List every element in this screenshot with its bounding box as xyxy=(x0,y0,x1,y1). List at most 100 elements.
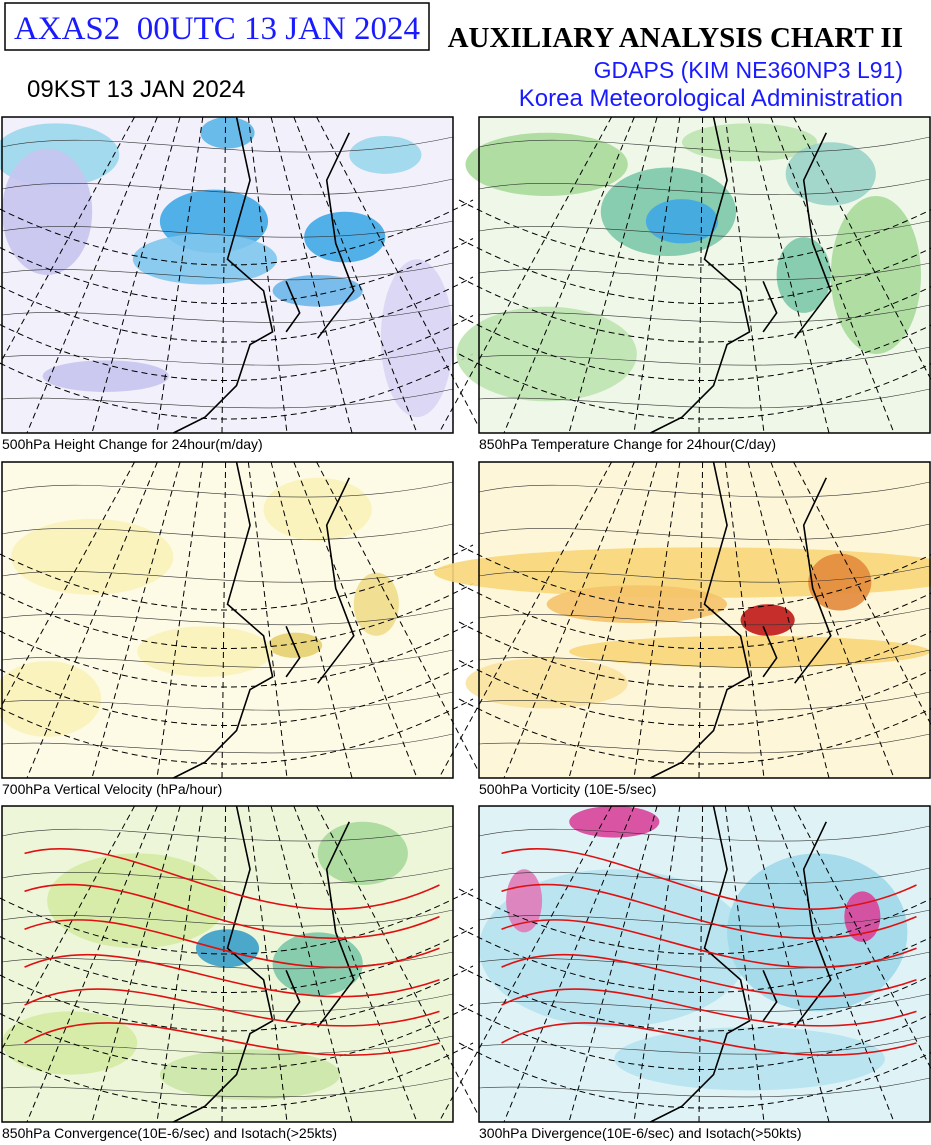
coastline xyxy=(650,461,832,779)
latitude-line xyxy=(0,583,474,649)
shaded-area xyxy=(304,211,386,263)
contour xyxy=(478,481,931,498)
latitude-line xyxy=(458,1004,931,1070)
chart-title: AUXILIARY ANALYSIS CHART II xyxy=(448,22,903,54)
longitude-line xyxy=(91,116,181,434)
isotach xyxy=(24,919,440,969)
latitude-line xyxy=(0,698,474,765)
product-box xyxy=(4,2,430,51)
longitude-line xyxy=(293,461,418,779)
shaded-area xyxy=(785,142,876,206)
latitude-line xyxy=(458,1042,931,1109)
shaded-area xyxy=(42,360,169,392)
latitude-line xyxy=(458,698,931,765)
contour xyxy=(478,346,931,366)
latitude-line xyxy=(458,888,931,955)
latitude-line xyxy=(0,1042,474,1109)
latitude-line xyxy=(458,199,931,266)
isotach xyxy=(501,848,917,911)
longitude-line xyxy=(156,116,204,434)
isotach xyxy=(501,953,917,998)
contour xyxy=(1,388,454,409)
contour xyxy=(478,220,931,238)
longitude-line xyxy=(221,116,227,434)
shaded-area xyxy=(159,1049,341,1100)
shaded-area xyxy=(0,661,102,737)
latitude-line xyxy=(458,965,931,1032)
contour xyxy=(1,523,454,540)
shaded-area xyxy=(380,259,454,418)
panel-caption: 850hPa Temperature Change for 24hour(C/d… xyxy=(479,436,776,452)
latitude-line xyxy=(458,276,931,343)
contour xyxy=(1,691,454,711)
longitude-line xyxy=(724,461,765,779)
isotach xyxy=(501,883,917,940)
contour xyxy=(1,346,454,366)
agency-name: Korea Meteorological Administration xyxy=(519,85,903,112)
longitude-line xyxy=(247,805,288,1123)
shaded-area xyxy=(268,632,323,658)
contour xyxy=(1,220,454,238)
contour xyxy=(478,909,931,927)
map-frame xyxy=(478,461,931,779)
shaded-area xyxy=(844,891,881,942)
coastline xyxy=(650,116,832,434)
shaded-area xyxy=(349,135,422,174)
latitude-line xyxy=(458,583,931,649)
shaded-area xyxy=(11,518,174,595)
longitude-line xyxy=(438,116,613,434)
contour xyxy=(1,178,454,195)
shaded-area xyxy=(272,932,363,996)
panel-caption: 500hPa Vorticity (10E-5/sec) xyxy=(479,781,656,797)
map-panel: 700hPa Vertical Velocity (hPa/hour) xyxy=(0,461,483,797)
longitude-line xyxy=(770,461,895,779)
coastline xyxy=(173,461,355,779)
shaded-area xyxy=(465,132,628,196)
contour xyxy=(478,733,931,754)
isotach xyxy=(501,988,917,1027)
longitude-line xyxy=(770,805,895,1123)
longitude-line xyxy=(91,805,181,1123)
latitude-line xyxy=(458,621,931,688)
map-frame xyxy=(478,116,931,434)
latitude-line xyxy=(458,544,931,611)
map-background xyxy=(479,462,930,778)
coastline xyxy=(173,116,355,434)
longitude-line xyxy=(747,461,830,779)
longitude-line xyxy=(156,805,204,1123)
contour xyxy=(1,733,454,754)
longitude-line xyxy=(698,805,704,1123)
latitude-line xyxy=(0,1004,474,1070)
shaded-area xyxy=(808,553,872,611)
contour xyxy=(478,867,931,884)
longitude-line xyxy=(0,805,136,1054)
latitude-line xyxy=(0,353,474,420)
shaded-area xyxy=(740,604,795,636)
shaded-area xyxy=(200,117,255,149)
contour xyxy=(478,1035,931,1055)
map-frame xyxy=(1,461,454,779)
contour xyxy=(478,565,931,583)
longitude-line xyxy=(270,116,353,434)
contour xyxy=(1,825,454,842)
longitude-line xyxy=(503,805,635,1123)
isotach xyxy=(24,1022,440,1056)
contour xyxy=(478,1077,931,1098)
latitude-line xyxy=(0,544,474,611)
shaded-area xyxy=(47,853,228,949)
shaded-area xyxy=(546,585,728,624)
map-panel: 300hPa Divergence(10E-6/sec) and Isotach… xyxy=(438,805,931,1141)
latitude-line xyxy=(458,238,931,304)
longitude-line xyxy=(270,461,353,779)
panel-caption: 300hPa Divergence(10E-6/sec) and Isotach… xyxy=(479,1125,802,1141)
product-id: AXAS2 00UTC 13 JAN 2024 xyxy=(14,11,420,47)
contour xyxy=(1,136,454,153)
latitude-line xyxy=(0,660,474,726)
shaded-area xyxy=(681,123,818,162)
contour xyxy=(478,136,931,153)
longitude-line xyxy=(568,461,658,779)
longitude-line xyxy=(0,116,136,365)
contour xyxy=(1,909,454,927)
longitude-line xyxy=(633,116,681,434)
